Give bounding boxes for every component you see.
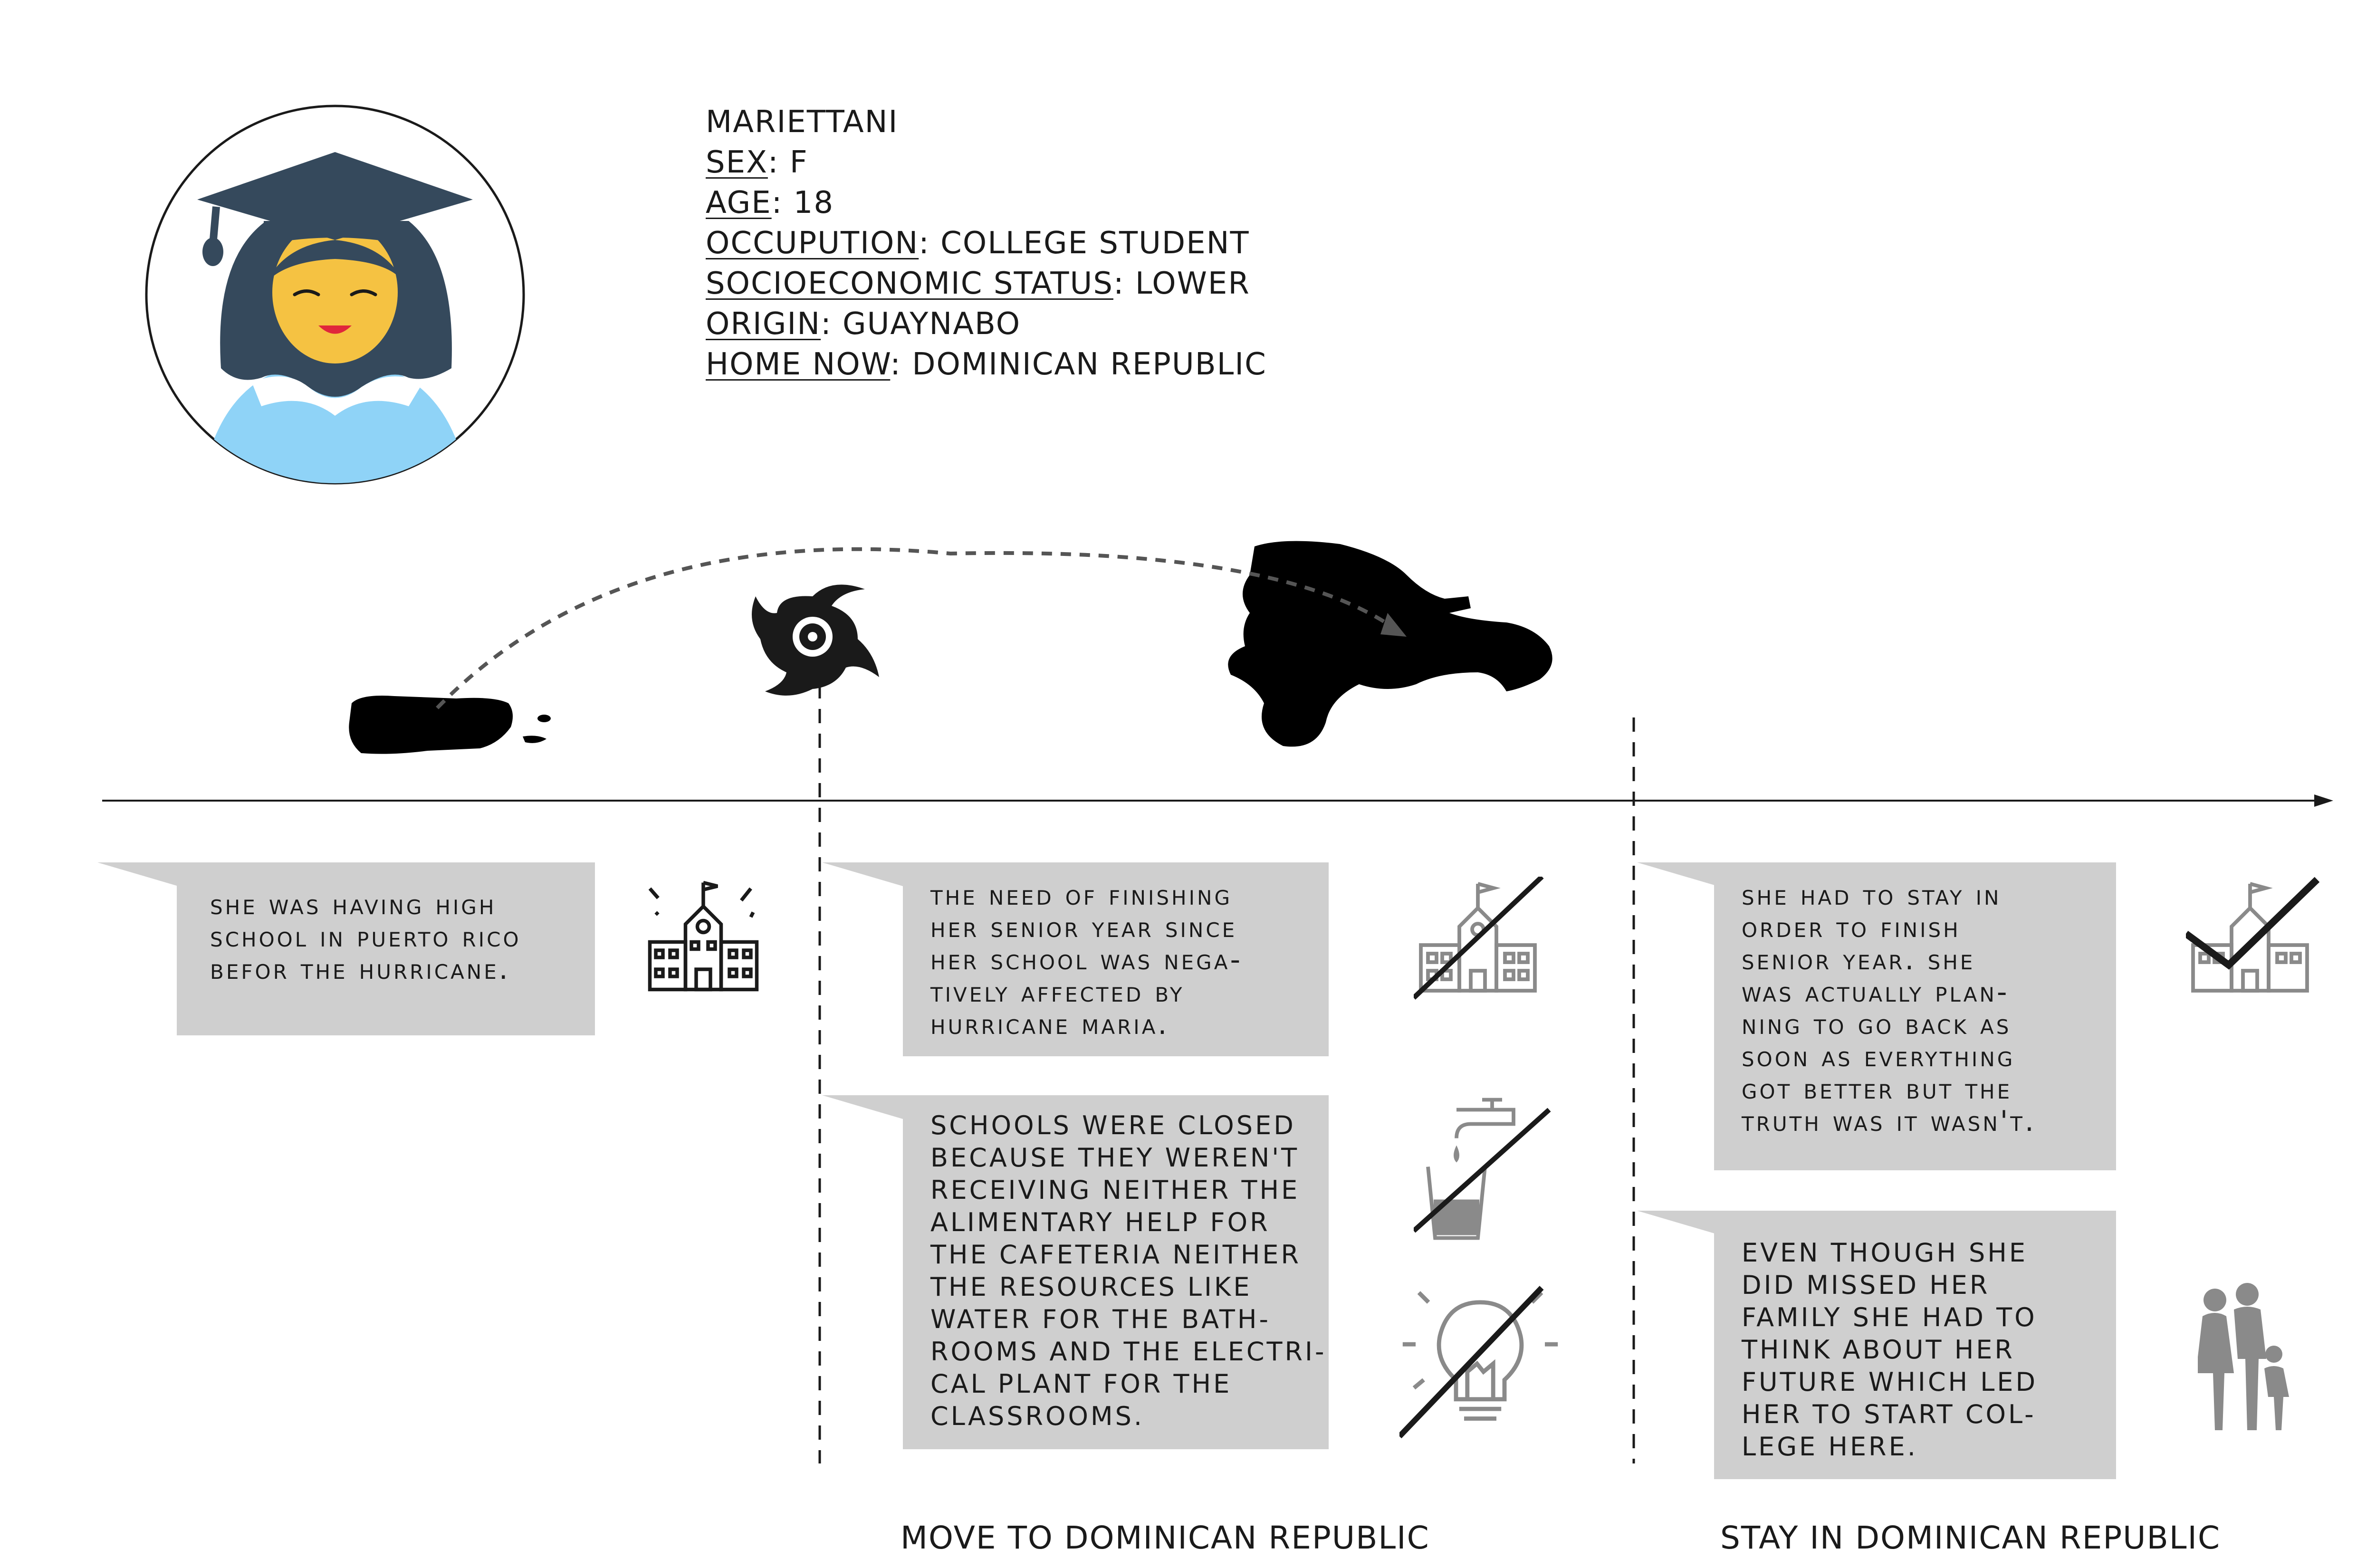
journey-graphics (102, 541, 2333, 807)
student-avatar (145, 105, 525, 485)
callout-tail (1637, 1211, 1718, 1234)
profile-row-sex: SEX: F (706, 145, 808, 180)
water-tap-crossed-icon (1414, 1098, 1551, 1240)
callout-stay: SHe had to stay in order to finish senio… (1714, 862, 2116, 1170)
callout-stay-text: SHe had to stay in order to finish senio… (1742, 879, 2036, 1138)
school-crossed-icon (1414, 877, 1544, 1000)
callout-before-hurricane: SHe was having high school in Puerto Ric… (177, 862, 595, 1035)
lightbulb-crossed-icon (1399, 1286, 1558, 1439)
migration-path (436, 547, 1401, 709)
phase-label-move: MOVE TO DOMINICAN REPUBLIC (901, 1520, 1430, 1556)
migration-arrowhead (1380, 613, 1407, 637)
callout-schools-closed: SCHOOLS WERE CLOSED BECAUSE THEY WEREN'T… (903, 1095, 1329, 1449)
profile-row-age: AGE: 18 (706, 185, 834, 220)
callout-tail (822, 862, 903, 886)
profile-name: MARIETTANI (706, 105, 899, 140)
hurricane-icon (752, 584, 879, 696)
callout-tail (1637, 862, 1718, 886)
profile-row-home-now: HOME NOW: DOMINICAN REPUBLIC (706, 347, 1267, 382)
dominican-republic-map (1228, 541, 1552, 747)
callout-senior-year-text: The need of finishing her senior year si… (930, 879, 1243, 1041)
phase-divider-stay (1632, 717, 1635, 1463)
family-icon (2198, 1283, 2289, 1430)
callout-tail (822, 1095, 903, 1119)
profile-row-occupation: OCCUPUTION: COLLEGE STUDENT (706, 226, 1250, 261)
callout-schools-closed-text: SCHOOLS WERE CLOSED BECAUSE THEY WEREN'T… (930, 1110, 1327, 1431)
callout-senior-year: The need of finishing her senior year si… (903, 862, 1329, 1056)
puerto-rico-map (349, 696, 513, 754)
profile-row-origin: ORIGIN: GUAYNABO (706, 306, 1021, 342)
phase-divider-move (818, 684, 821, 1463)
school-icon (648, 880, 759, 992)
profile-row-socioeconomic: SOCIOECONOMIC STATUS: LOWER (706, 266, 1250, 301)
callout-family-text: EVEN THOUGH SHE DID MISSED HER FAMILY SH… (1742, 1238, 2038, 1462)
callout-tail (97, 862, 178, 886)
school-checked-icon (2186, 877, 2320, 993)
timeline-arrowhead (2314, 794, 2333, 807)
callout-before-hurricane-text: SHe was having high school in Puerto Ric… (210, 888, 521, 986)
phase-label-stay: STAY IN DOMINICAN REPUBLIC (1720, 1520, 2221, 1556)
callout-family: EVEN THOUGH SHE DID MISSED HER FAMILY SH… (1714, 1211, 2116, 1479)
